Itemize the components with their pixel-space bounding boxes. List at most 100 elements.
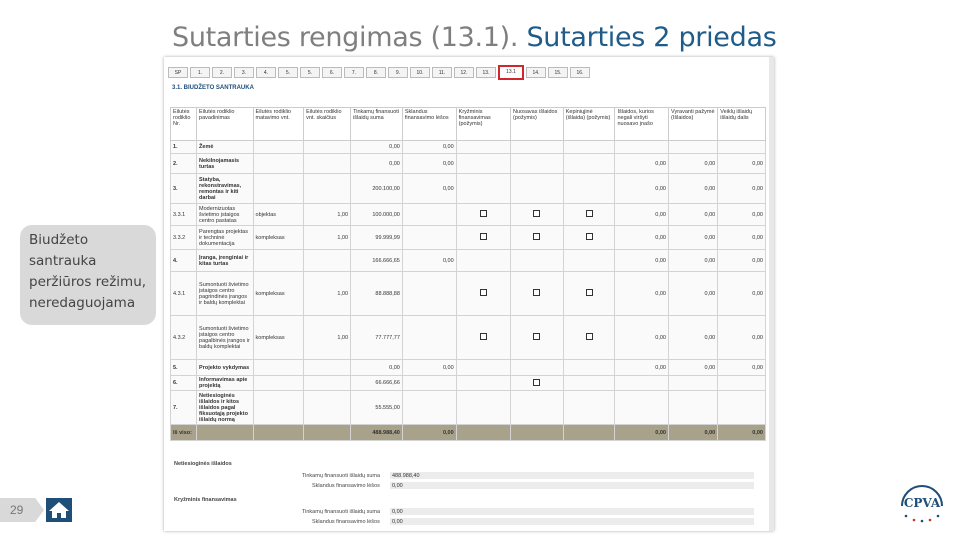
row-unit bbox=[252, 359, 305, 376]
checkbox-cell-capital bbox=[562, 390, 616, 425]
row-financing: 0,00 bbox=[401, 249, 457, 272]
row-quantity: 1,00 bbox=[303, 271, 352, 316]
row-name: Modernizuotas švietimo įstaigos centro p… bbox=[196, 203, 254, 226]
row-name: Nekilnojamasis turtas bbox=[196, 153, 254, 174]
row-sum: 200.100,00 bbox=[350, 173, 403, 204]
slide-title: Sutarties rengimas (13.1). Sutarties 2 p… bbox=[172, 22, 777, 53]
checkbox-cell-own-costs[interactable] bbox=[510, 225, 564, 250]
column-header: Sklandus finansavimo lėšos bbox=[401, 107, 457, 141]
checkbox[interactable] bbox=[585, 333, 593, 340]
checkbox-cell-own-costs bbox=[510, 153, 564, 174]
checkbox-cell-capital[interactable] bbox=[562, 203, 616, 226]
tab-6[interactable]: 5. bbox=[300, 67, 320, 78]
row-financing: 0,00 bbox=[401, 359, 457, 376]
checkbox[interactable] bbox=[533, 233, 541, 240]
checkbox-cell-cross-financing[interactable] bbox=[455, 225, 512, 250]
checkbox-cell-capital bbox=[562, 249, 616, 272]
checkbox-cell-capital bbox=[562, 375, 616, 391]
row-name: Parengtas projektas ir techninė dokument… bbox=[196, 225, 254, 250]
table-row: 1. Žemė 0,00 0,00 bbox=[169, 140, 766, 154]
tab-4[interactable]: 4. bbox=[256, 67, 276, 78]
checkbox-cell-own-costs[interactable] bbox=[510, 315, 564, 360]
checkbox-cell-capital[interactable] bbox=[562, 271, 616, 316]
checkbox[interactable] bbox=[533, 210, 541, 217]
row-value-2: 0,00 bbox=[667, 203, 719, 226]
column-header: Tinkamų finansuoti išlaidų suma bbox=[350, 107, 403, 141]
checkbox-cell-capital[interactable] bbox=[562, 315, 616, 360]
row-number: 3.3.2 bbox=[169, 225, 198, 250]
column-header: Kryžminis finansavimas (požymis) bbox=[455, 107, 512, 141]
table-row: 6. Informavimas apie projektą 66.666,66 bbox=[169, 375, 766, 391]
checkbox[interactable] bbox=[533, 333, 541, 340]
row-number: 2. bbox=[169, 153, 198, 174]
row-name: Netiesioginės išlaidos ir kitos išlaidos… bbox=[196, 390, 254, 425]
slide-title-part1: Sutarties rengimas (13.1). bbox=[172, 22, 519, 53]
checkbox-cell-own-costs[interactable] bbox=[510, 271, 564, 316]
checkbox[interactable] bbox=[533, 378, 541, 386]
checkbox[interactable] bbox=[585, 289, 593, 296]
tab-8[interactable]: 7. bbox=[344, 67, 364, 78]
home-button[interactable] bbox=[46, 498, 72, 522]
tab-17[interactable]: 15. bbox=[548, 67, 568, 78]
checkbox-cell-cross-financing[interactable] bbox=[455, 203, 512, 226]
table-row: 3. Statyba, rekonstravimas, remontas ir k… bbox=[169, 173, 766, 204]
checkbox-cell-capital bbox=[562, 359, 616, 376]
tab-10[interactable]: 9. bbox=[388, 67, 408, 78]
tab-1[interactable]: 1. bbox=[190, 67, 210, 78]
summary1-value-2: 0,00 bbox=[392, 483, 403, 489]
row-value-2: 0,00 bbox=[667, 225, 719, 250]
row-unit: kompleksas bbox=[252, 271, 305, 316]
row-value-3: 0,00 bbox=[717, 203, 766, 226]
tab-14[interactable]: 13. bbox=[476, 67, 496, 78]
tab-16[interactable]: 14. bbox=[526, 67, 546, 78]
total-empty bbox=[196, 424, 254, 441]
row-financing bbox=[401, 271, 457, 316]
total-value-2: 0,00 bbox=[667, 424, 719, 441]
tab-7[interactable]: 6. bbox=[322, 67, 342, 78]
row-value-2: 0,00 bbox=[667, 173, 719, 204]
tab-15[interactable]: 13.1 bbox=[498, 65, 524, 80]
checkbox-cell-cross-financing[interactable] bbox=[455, 315, 512, 360]
tab-13[interactable]: 12. bbox=[454, 67, 474, 78]
summary2-title: Kryžminis finansavimas bbox=[174, 497, 237, 503]
tab-5[interactable]: 5. bbox=[278, 67, 298, 78]
scrollbar[interactable] bbox=[769, 57, 774, 531]
checkbox[interactable] bbox=[585, 210, 593, 217]
row-quantity: 1,00 bbox=[303, 225, 352, 250]
row-value-3: 0,00 bbox=[717, 359, 766, 376]
summary1-bar-2 bbox=[390, 482, 754, 489]
checkbox[interactable] bbox=[479, 289, 487, 296]
tab-2[interactable]: 2. bbox=[212, 67, 232, 78]
tab-3[interactable]: 3. bbox=[234, 67, 254, 78]
checkbox-cell-own-costs[interactable] bbox=[510, 203, 564, 226]
row-financing: 0,00 bbox=[401, 173, 457, 204]
row-financing bbox=[401, 375, 457, 391]
tab-18[interactable]: 16. bbox=[570, 67, 590, 78]
checkbox[interactable] bbox=[479, 210, 487, 217]
tab-11[interactable]: 10. bbox=[410, 67, 430, 78]
checkbox-cell-capital[interactable] bbox=[562, 225, 616, 250]
tab-9[interactable]: 8. bbox=[366, 67, 386, 78]
total-empty bbox=[252, 424, 305, 441]
tab-0[interactable]: SP bbox=[168, 67, 188, 78]
row-value-1: 0,00 bbox=[614, 153, 669, 174]
row-value-3: 0,00 bbox=[717, 153, 766, 174]
checkbox[interactable] bbox=[533, 289, 541, 296]
summary2-label-2: Sklandus finansavimo lėšos bbox=[312, 519, 380, 525]
tab-12[interactable]: 11. bbox=[432, 67, 452, 78]
checkbox-cell-cross-financing bbox=[455, 153, 512, 174]
row-unit bbox=[252, 249, 305, 272]
row-name: Informavimas apie projektą bbox=[196, 375, 254, 391]
row-value-3 bbox=[717, 140, 766, 154]
checkbox[interactable] bbox=[585, 233, 593, 240]
row-value-3: 0,00 bbox=[717, 225, 766, 250]
checkbox[interactable] bbox=[479, 233, 487, 240]
row-value-2: 0,00 bbox=[667, 359, 719, 376]
row-value-1: 0,00 bbox=[614, 359, 669, 376]
checkbox[interactable] bbox=[479, 333, 487, 340]
checkbox-cell-cross-financing[interactable] bbox=[455, 271, 512, 316]
checkbox-cell-own-costs[interactable] bbox=[510, 375, 564, 391]
row-name: Žemė bbox=[196, 140, 254, 154]
row-value-1: 0,00 bbox=[614, 271, 669, 316]
row-number: 6. bbox=[169, 375, 198, 391]
